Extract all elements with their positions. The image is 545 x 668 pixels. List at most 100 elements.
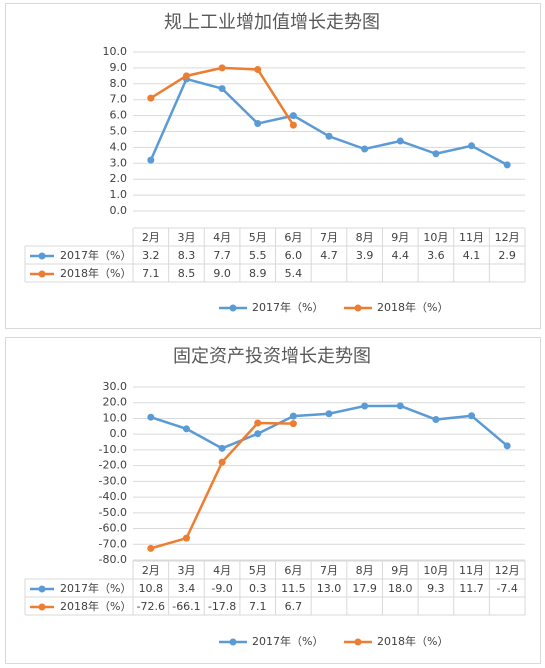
y-tick-label: 10.0 [103,45,128,58]
y-tick-label: 4.0 [110,140,128,153]
table-value: 3.4 [178,582,196,595]
table-value: -9.0 [211,582,232,595]
table-value: 3.9 [356,249,374,262]
series-line [150,421,294,550]
series-point [182,534,190,542]
table-value: 4.1 [463,249,481,262]
category-label: 7月 [320,564,338,577]
series-point [218,85,226,93]
category-label: 4月 [213,564,231,577]
category-label: 9月 [391,231,409,244]
table-value: -17.8 [208,600,236,613]
series-point [468,412,476,420]
table-value: 11.5 [281,582,306,595]
category-label: 2月 [142,564,160,577]
series-line [149,77,508,166]
y-tick-label: -20.0 [99,459,127,472]
y-tick-label: 30.0 [103,380,128,393]
series-point [503,442,511,450]
table-value: 3.2 [142,249,160,262]
table-value: 8.3 [178,249,196,262]
y-tick-label: 0.0 [110,204,128,217]
table-value: 9.0 [213,267,231,280]
legend-key [354,304,362,312]
category-label: 11月 [459,231,484,244]
series-point [289,420,297,428]
table-value: 3.6 [427,249,445,262]
table-key [38,252,46,260]
table-value: 4.7 [320,249,338,262]
category-label: 12月 [495,231,520,244]
y-tick-label: -10.0 [99,443,127,456]
category-label: 6月 [284,231,302,244]
series-point [254,430,262,438]
series-point [289,412,297,420]
table-key [38,270,46,278]
table-value: 6.0 [285,249,303,262]
category-label: 3月 [177,564,195,577]
series-point [147,544,155,552]
legend-key [354,638,362,646]
category-label: 9月 [391,564,409,577]
y-tick-label: 20.0 [103,396,128,409]
table-value: 9.3 [427,582,445,595]
category-label: 8月 [356,564,374,577]
series-point [218,458,226,466]
legend-label: 2018年（%） [377,300,448,314]
series-point [147,156,155,164]
chart-title: 固定资产投资增长走势图 [173,346,371,367]
y-tick-label: 0.0 [110,427,128,440]
chart-frame [5,3,541,329]
y-tick-label: 10.0 [103,411,128,424]
table-value: 6.7 [285,600,303,613]
category-label: 6月 [284,564,302,577]
table-key [38,585,46,593]
series-point [325,132,333,140]
category-label: 12月 [495,564,520,577]
series-point [218,444,226,452]
table-value: 2.9 [498,249,516,262]
table-value: 7.1 [249,600,267,613]
y-tick-label: 1.0 [110,188,128,201]
y-tick-label: 9.0 [110,61,128,74]
table-value: 7.7 [213,249,231,262]
series-point [432,150,440,158]
series-point [182,72,190,80]
series-point [503,161,511,169]
table-value: 8.5 [178,267,196,280]
table-series-name: 2017年（%） [60,581,131,595]
category-label: 5月 [249,564,267,577]
table-value: -7.4 [496,582,517,595]
y-tick-label: 7.0 [110,93,128,106]
series-point [218,64,226,72]
category-label: 2月 [142,231,160,244]
table-value: 11.7 [459,582,484,595]
legend-label: 2017年（%） [252,634,323,648]
table-key [38,603,46,611]
table-value: -72.6 [137,600,165,613]
y-tick-label: 5.0 [110,125,128,138]
category-label: 8月 [356,231,374,244]
series-point [289,121,297,129]
y-tick-label: 2.0 [110,172,128,185]
table-value: 7.1 [142,267,160,280]
y-tick-label: 3.0 [110,156,128,169]
table-value: 0.3 [249,582,267,595]
category-label: 4月 [213,231,231,244]
chart-frame [5,337,541,664]
series-point [361,402,369,410]
legend-key [229,304,237,312]
category-label: 5月 [249,231,267,244]
category-label: 10月 [423,564,448,577]
series-point [254,120,262,128]
y-tick-label: -80.0 [99,553,127,566]
category-label: 11月 [459,564,484,577]
table-value: -66.1 [172,600,200,613]
chart-title: 规上工业增加值增长走势图 [164,12,380,33]
legend-label: 2017年（%） [252,300,323,314]
series-line [150,66,295,126]
table-value: 18.0 [388,582,413,595]
y-tick-label: -40.0 [99,490,127,503]
legend-label: 2018年（%） [377,634,448,648]
